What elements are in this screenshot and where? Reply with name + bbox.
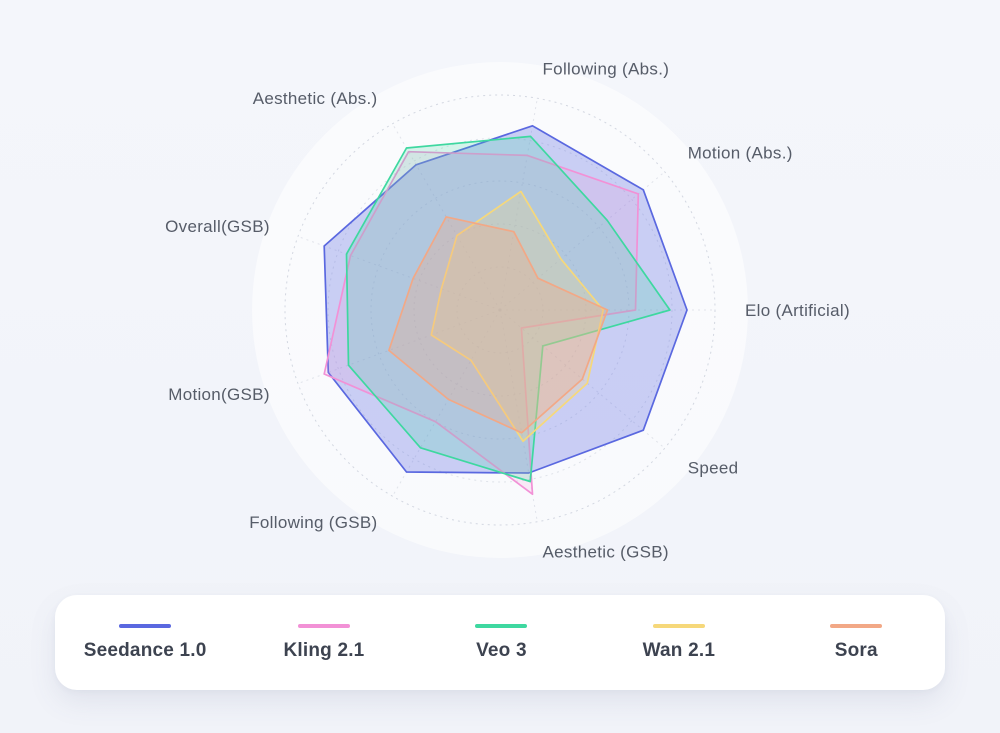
radar-grid-ring: [370, 180, 630, 440]
axis-label-following-gsb: Following (GSB): [249, 513, 377, 532]
legend-swatch-veo-3: [475, 623, 528, 628]
axis-label-speed: Speed: [688, 459, 739, 478]
legend: Seedance 1.0 Kling 2.1 Veo 3 Wan 2.1 Sora: [55, 595, 945, 690]
axis-label-elo-artificial: Elo (Artificial): [745, 301, 850, 320]
legend-item-wan-2-1[interactable]: Wan 2.1: [619, 623, 739, 662]
radar-grid-ring: [284, 94, 716, 526]
axis-label-motion-abs: Motion (Abs.): [688, 144, 793, 163]
radar-chart: Following (Abs.) Motion (Abs.) Elo (Artifi…: [165, 60, 850, 562]
legend-swatch-wan-2-1: [652, 623, 705, 628]
radar-series-polygon-seedance-1-0: [323, 124, 688, 474]
legend-label-kling-2-1: Kling 2.1: [283, 639, 365, 661]
legend-label-wan-2-1: Wan 2.1: [642, 639, 716, 661]
legend-item-seedance-1-0[interactable]: Seedance 1.0: [83, 623, 207, 662]
legend-label-veo-3: Veo 3: [476, 639, 527, 661]
radar-series-polygon-kling-2-1: [323, 150, 640, 496]
radar-series-polygon-wan-2-1: [430, 190, 605, 443]
legend-item-veo-3[interactable]: Veo 3: [441, 623, 561, 662]
legend-swatch-sora: [830, 623, 883, 628]
legend-item-kling-2-1[interactable]: Kling 2.1: [264, 623, 384, 662]
legend-swatch-kling-2-1: [297, 623, 350, 628]
radar-series-polygon-veo-3: [345, 135, 671, 483]
legend-item-sora[interactable]: Sora: [796, 623, 916, 662]
radar-series-polygon-sora: [388, 216, 609, 434]
axis-label-aesthetic-gsb: Aesthetic (GSB): [543, 542, 669, 561]
legend-label-seedance-1-0: Seedance 1.0: [83, 639, 207, 661]
legend-label-sora: Sora: [834, 639, 878, 661]
axis-label-following-abs: Following (Abs.): [543, 60, 670, 79]
axis-label-aesthetic-abs: Aesthetic (Abs.): [253, 89, 378, 108]
axis-label-motion-gsb: Motion(GSB): [168, 385, 270, 404]
axis-label-overall-gsb: Overall(GSB): [165, 217, 270, 236]
radar-grid-ring: [327, 137, 673, 483]
legend-swatch-seedance-1-0: [119, 623, 172, 628]
